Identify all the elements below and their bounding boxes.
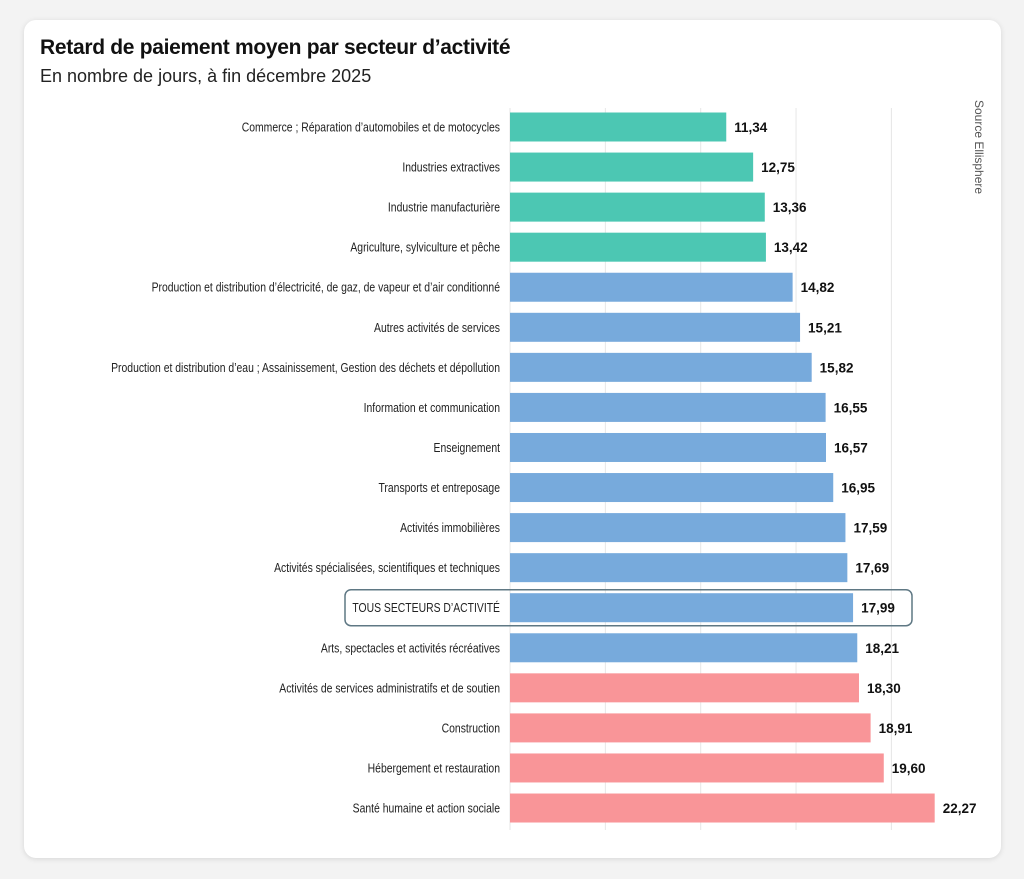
bar (510, 232, 766, 262)
category-label: Santé humaine et action sociale (353, 801, 501, 815)
category-label: Production et distribution d’eau ; Assai… (111, 361, 500, 375)
bar (510, 192, 765, 222)
bar (510, 432, 826, 462)
bar (510, 112, 727, 142)
bar (510, 272, 793, 302)
category-label: Construction (442, 721, 500, 735)
category-label: Hébergement et restauration (368, 761, 500, 775)
value-label: 15,82 (820, 360, 854, 375)
category-label: Activités immobilières (400, 521, 500, 535)
category-label: Industrie manufacturière (388, 201, 500, 215)
chart-title: Retard de paiement moyen par secteur d’a… (40, 36, 511, 59)
bar (510, 593, 854, 623)
bar (510, 713, 871, 743)
category-label: Activités spécialisées, scientifiques et… (274, 561, 500, 575)
bar (510, 473, 834, 503)
category-label: Activités de services administratifs et … (279, 681, 500, 695)
bar (510, 392, 826, 422)
bar (510, 312, 801, 342)
bar (510, 633, 858, 663)
category-label: TOUS SECTEURS D’ACTIVITÉ (352, 601, 500, 615)
value-label: 17,59 (853, 521, 887, 536)
bar (510, 513, 846, 543)
category-label: Transports et entreposage (378, 481, 500, 495)
category-label: Production et distribution d’électricité… (152, 281, 501, 295)
category-label: Arts, spectacles et activités récréative… (321, 641, 500, 655)
value-label: 18,21 (865, 641, 899, 656)
value-label: 17,99 (861, 601, 895, 616)
highlight-box (344, 588, 913, 627)
value-label: 16,95 (841, 481, 875, 496)
value-label: 14,82 (801, 280, 835, 295)
bar (510, 553, 848, 583)
value-label: 12,75 (761, 160, 795, 175)
category-label: Enseignement (434, 441, 501, 455)
chart-subtitle: En nombre de jours, à fin décembre 2025 (40, 66, 372, 86)
value-label: 15,21 (808, 320, 842, 335)
bar (510, 152, 754, 182)
category-label: Information et communication (364, 401, 500, 415)
value-label: 22,27 (943, 801, 977, 816)
value-label: 17,69 (855, 561, 889, 576)
value-label: 13,36 (773, 200, 807, 215)
bar (510, 352, 812, 382)
category-label: Industries extractives (402, 161, 500, 175)
value-label: 16,57 (834, 440, 868, 455)
bar (510, 753, 884, 783)
value-label: 11,34 (734, 120, 768, 135)
value-label: 18,30 (867, 681, 901, 696)
bar (510, 673, 859, 703)
category-label: Commerce ; Réparation d’automobiles et d… (242, 120, 500, 134)
value-label: 16,55 (834, 400, 868, 415)
value-label: 18,91 (879, 721, 913, 736)
bar (510, 793, 935, 823)
value-label: 19,60 (892, 761, 926, 776)
category-label: Agriculture, sylviculture et pêche (350, 241, 500, 255)
category-label: Autres activités de services (374, 321, 500, 335)
value-label: 13,42 (774, 240, 808, 255)
